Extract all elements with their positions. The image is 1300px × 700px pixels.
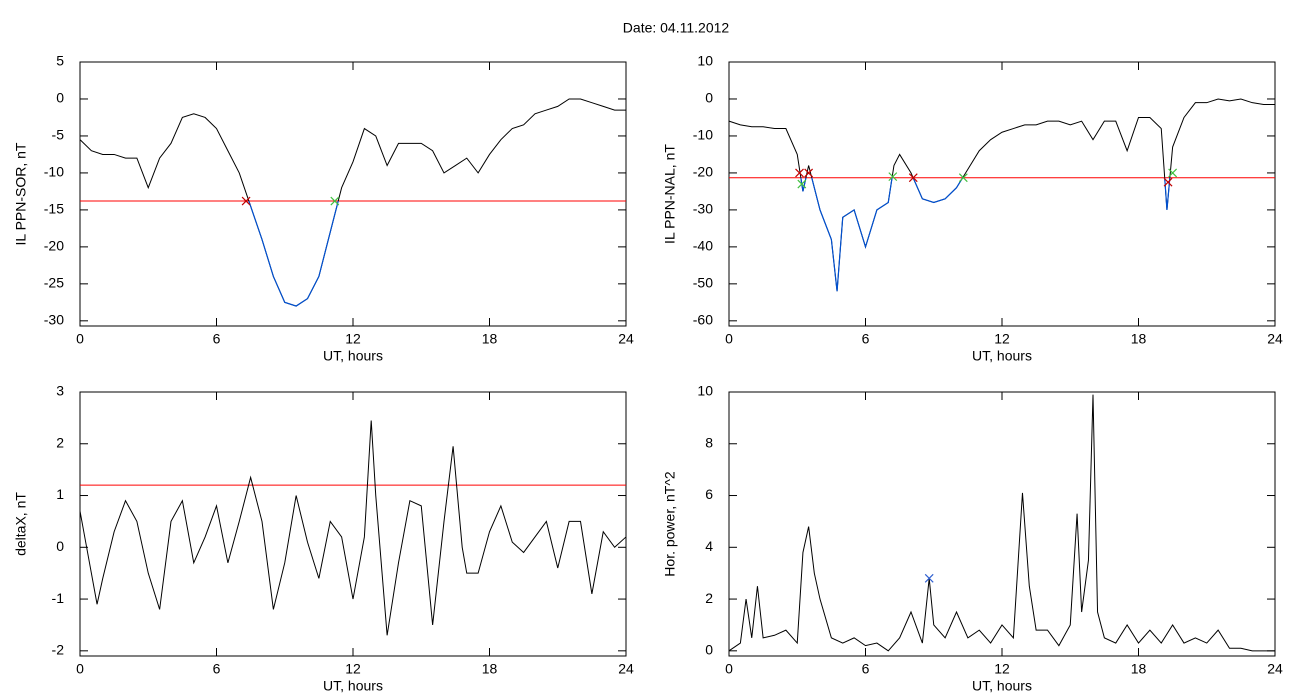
y-axis-label: IL PPN-NAL, nT	[662, 144, 678, 244]
data-line	[728, 394, 1275, 652]
y-tick-label: -25	[44, 275, 64, 291]
crossing-marker	[795, 168, 804, 178]
y-tick-label: -40	[693, 238, 713, 254]
y-tick-label: 10	[697, 383, 713, 399]
x-axis-label: UT, hours	[972, 348, 1032, 364]
crossing-marker	[797, 179, 807, 189]
y-tick-label: -50	[693, 275, 713, 291]
y-tick-label: 6	[705, 486, 713, 502]
y-tick-label: 4	[705, 538, 713, 554]
x-tick-label: 12	[345, 331, 361, 347]
y-tick-label: -30	[693, 201, 713, 217]
x-tick-label: 18	[482, 661, 498, 677]
y-tick-label: -5	[52, 127, 65, 143]
x-tick-label: 12	[994, 331, 1010, 347]
x-tick-label: 24	[618, 331, 634, 347]
panel: 0 6 12 18 24 10 8 6 4 2 0 UT, hours Hor. power, nT^2	[662, 383, 1283, 694]
y-tick-label: -30	[44, 312, 64, 328]
data-line	[79, 98, 626, 307]
y-tick-label: 5	[56, 53, 64, 69]
y-tick-label: -15	[44, 201, 64, 217]
x-tick-label: 0	[725, 331, 733, 347]
panel: 0 6 12 18 24 3 2 1 0 -1 -2 UT, hours deltaX, nT	[13, 383, 634, 694]
figure-title: Date: 04.11.2012	[623, 20, 730, 36]
x-tick-label: 6	[213, 331, 221, 347]
y-tick-label: 0	[56, 538, 64, 554]
x-tick-label: 0	[76, 331, 84, 347]
x-axis-label: UT, hours	[972, 678, 1032, 694]
crossing-marker	[1163, 177, 1173, 187]
crossing-marker	[241, 196, 251, 206]
y-tick-label: -20	[693, 164, 713, 180]
y-axis-label: Hor. power, nT^2	[662, 471, 678, 577]
x-tick-label: 6	[862, 331, 870, 347]
y-tick-label: 10	[697, 53, 713, 69]
y-tick-label: -10	[693, 127, 713, 143]
below-threshold-line	[800, 177, 1171, 292]
y-tick-label: -1	[52, 590, 65, 606]
x-tick-label: 0	[725, 661, 733, 677]
crossing-marker	[330, 196, 340, 206]
y-tick-label: 8	[705, 434, 713, 450]
crossing-marker	[1168, 168, 1178, 178]
x-axis-label: UT, hours	[323, 348, 383, 364]
x-tick-label: 18	[482, 331, 498, 347]
y-tick-label: 0	[705, 642, 713, 658]
x-tick-label: 6	[862, 661, 870, 677]
x-tick-label: 24	[618, 661, 634, 677]
y-tick-label: 1	[56, 486, 64, 502]
y-tick-label: 2	[705, 590, 713, 606]
y-tick-label: 2	[56, 434, 64, 450]
x-tick-label: 18	[1131, 331, 1147, 347]
y-tick-label: -2	[52, 642, 65, 658]
data-line	[79, 420, 627, 636]
x-tick-label: 12	[994, 661, 1010, 677]
x-tick-label: 6	[213, 661, 221, 677]
panel: 0 6 12 18 24 5 0 -5 -10 -15 -20 -25 -30 UT, hours IL P…	[13, 53, 634, 364]
crossing-marker	[924, 573, 934, 583]
crossing-marker	[908, 173, 918, 183]
crossing-marker	[958, 173, 968, 183]
x-tick-label: 0	[76, 661, 84, 677]
y-tick-label: 3	[56, 383, 64, 399]
x-axis-label: UT, hours	[323, 678, 383, 694]
y-axis-label: deltaX, nT	[13, 492, 29, 556]
y-axis-label: IL PPN-SOR, nT	[13, 142, 29, 245]
panel: 0 6 12 18 24 10 0 -10 -20 -30 -40 -50 -60 UT, hours IL…	[662, 53, 1283, 364]
y-tick-label: -20	[44, 238, 64, 254]
crossing-marker	[888, 172, 898, 182]
y-tick-label: -10	[44, 164, 64, 180]
y-tick-label: 0	[705, 90, 713, 106]
crossing-marker	[804, 168, 814, 178]
x-tick-label: 18	[1131, 661, 1147, 677]
y-tick-label: 0	[56, 90, 64, 106]
x-tick-label: 12	[345, 661, 361, 677]
x-tick-label: 24	[1267, 661, 1283, 677]
x-tick-label: 24	[1267, 331, 1283, 347]
y-tick-label: -60	[693, 312, 713, 328]
